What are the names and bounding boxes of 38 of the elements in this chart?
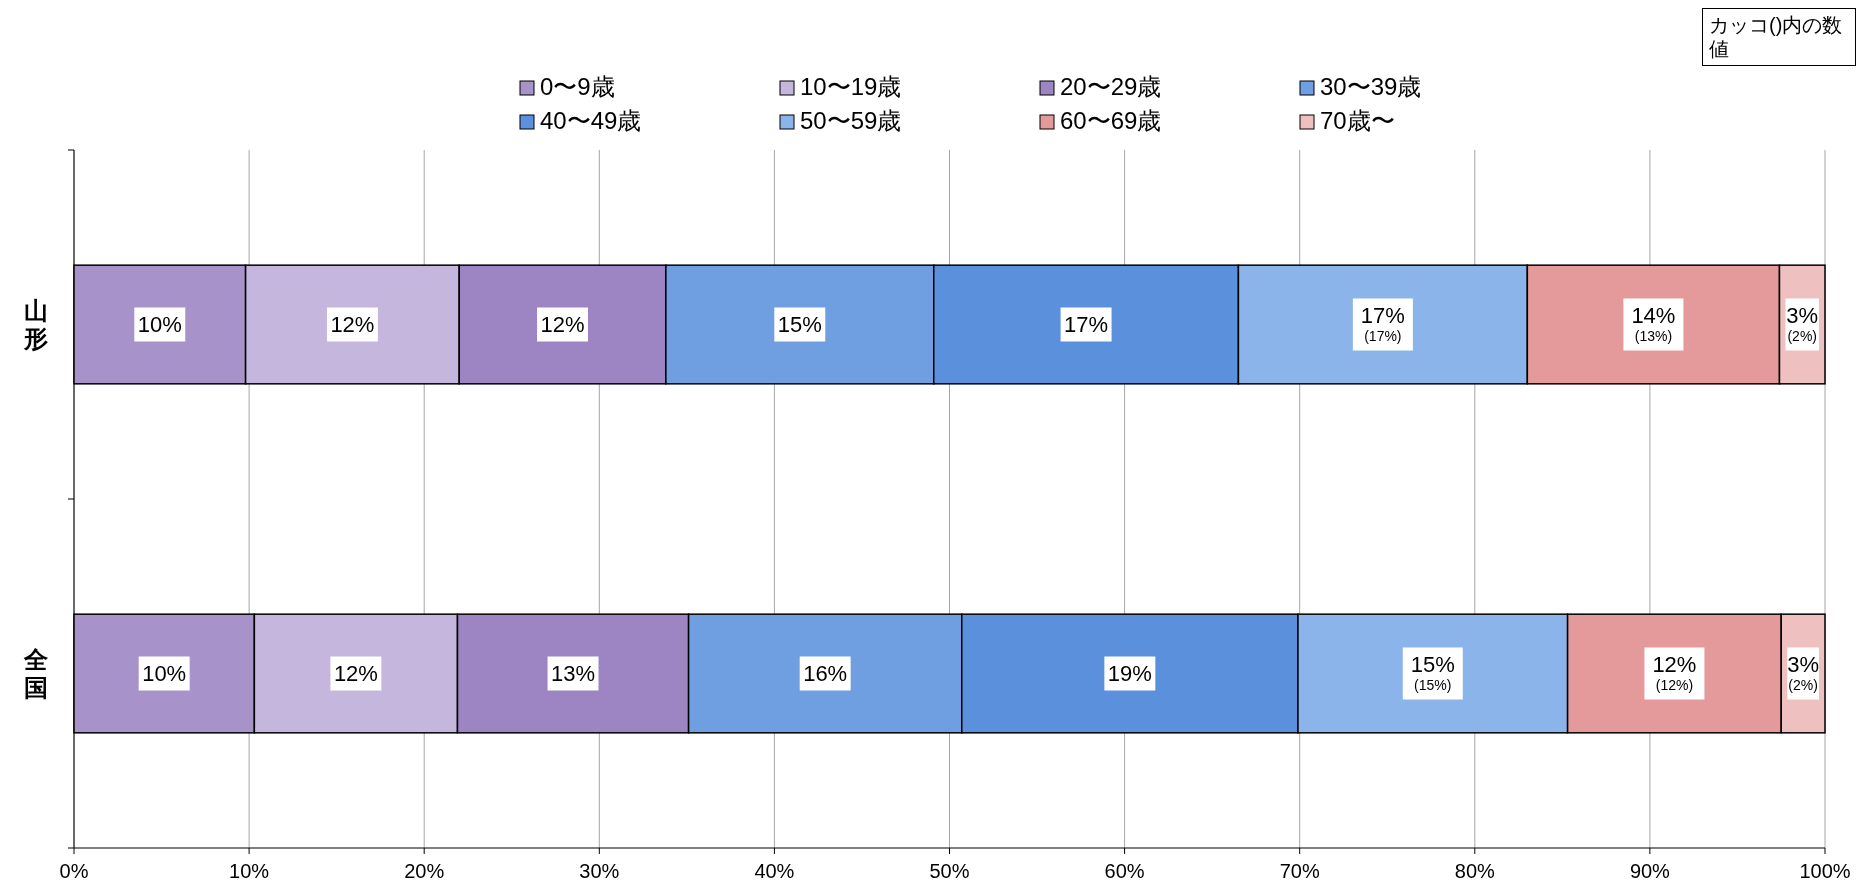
data-label: 3% (2%) (1786, 302, 1819, 344)
x-tick-label: 30% (579, 860, 620, 882)
legend-label: 10〜19歳 (800, 73, 902, 100)
legend-label: 70歳〜 (1320, 107, 1395, 134)
data-label: 15% (15%) (1410, 651, 1455, 693)
x-tick-label: 80% (1454, 860, 1496, 882)
x-tick-label: 20% (404, 860, 445, 882)
legend-label: 30〜39歳 (1320, 73, 1422, 100)
x-tick-label: 50% (929, 860, 970, 882)
x-tick-label: 60% (1104, 860, 1145, 882)
data-label: 17% (17%) (1360, 302, 1405, 344)
data-label: 14% (13%) (1631, 302, 1676, 344)
data-label: 13% (551, 660, 596, 686)
x-tick-label: 0% (59, 860, 89, 882)
x-tick-label: 10% (229, 860, 270, 882)
data-label: 10% (137, 311, 182, 337)
data-label: 3% (2%) (1787, 651, 1820, 693)
data-label: 12% (540, 311, 585, 337)
data-label: 10% (142, 660, 187, 686)
data-label: 19% (1107, 660, 1152, 686)
legend-label: 20〜29歳 (1060, 73, 1162, 100)
y-tick-label: 全国 (23, 645, 49, 701)
data-label: 16% (803, 660, 848, 686)
data-label: 12% (330, 311, 375, 337)
x-tick-label: 90% (1629, 860, 1671, 882)
x-tick-label: 40% (754, 860, 795, 882)
text: カッコ()内の数値 (1702, 8, 1856, 66)
data-label: 17% (1064, 311, 1109, 337)
legend-label: 60〜69歳 (1060, 107, 1162, 134)
legend-label: 50〜59歳 (800, 107, 902, 134)
data-label: 15% (777, 311, 822, 337)
x-tick-label: 70% (1279, 860, 1320, 882)
y-tick-label: 山形 (23, 296, 48, 352)
legend-label: 0〜9歳 (540, 73, 615, 100)
legend-label: 40〜49歳 (540, 107, 642, 134)
x-tick-label: 100% (1799, 860, 1851, 882)
data-label: 12% (333, 660, 378, 686)
data-label: 12% (12%) (1652, 651, 1697, 693)
